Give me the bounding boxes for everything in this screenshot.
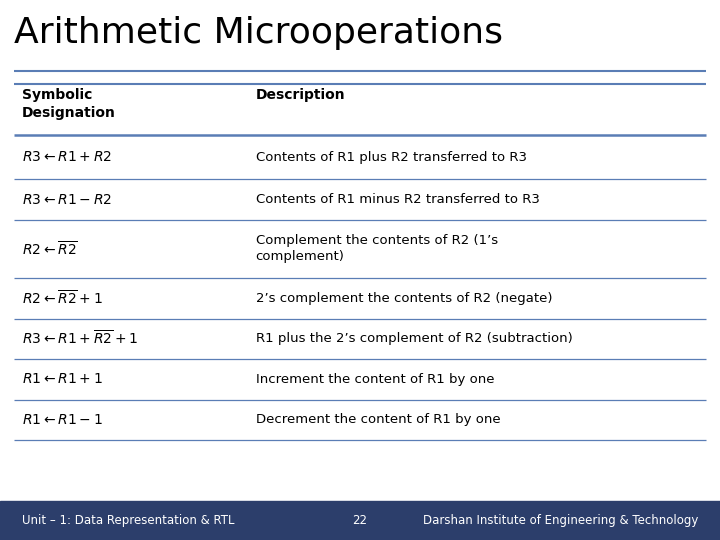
Text: $\mathit{R3 \leftarrow R1 + R2}$: $\mathit{R3 \leftarrow R1 + R2}$ (22, 150, 112, 164)
Text: Complement the contents of R2 (1’s
complement): Complement the contents of R2 (1’s compl… (256, 234, 498, 264)
Text: $\mathit{R2 \leftarrow \overline{R2}}$: $\mathit{R2 \leftarrow \overline{R2}}$ (22, 240, 78, 258)
Text: 22: 22 (353, 514, 367, 527)
Text: Symbolic
Designation: Symbolic Designation (22, 88, 115, 120)
Text: Description: Description (256, 88, 345, 102)
Text: Contents of R1 plus R2 transferred to R3: Contents of R1 plus R2 transferred to R3 (256, 151, 526, 164)
Text: Arithmetic Microoperations: Arithmetic Microoperations (14, 16, 503, 50)
Text: $\mathit{R2 \leftarrow \overline{R2} + 1}$: $\mathit{R2 \leftarrow \overline{R2} + 1… (22, 289, 102, 307)
Text: 2’s complement the contents of R2 (negate): 2’s complement the contents of R2 (negat… (256, 292, 552, 305)
Bar (0, 501, 720, 540)
Text: $\mathit{R1 \leftarrow R1 - 1}$: $\mathit{R1 \leftarrow R1 - 1}$ (22, 413, 102, 427)
Text: $\mathit{R3 \leftarrow R1 + \overline{R2} + 1}$: $\mathit{R3 \leftarrow R1 + \overline{R2… (22, 330, 138, 348)
Text: Unit – 1: Data Representation & RTL: Unit – 1: Data Representation & RTL (22, 514, 234, 527)
Text: $\mathit{R1 \leftarrow R1 + 1}$: $\mathit{R1 \leftarrow R1 + 1}$ (22, 373, 102, 386)
Text: Contents of R1 minus R2 transferred to R3: Contents of R1 minus R2 transferred to R… (256, 193, 539, 206)
Text: Darshan Institute of Engineering & Technology: Darshan Institute of Engineering & Techn… (423, 514, 698, 527)
Text: Decrement the content of R1 by one: Decrement the content of R1 by one (256, 413, 500, 427)
Text: Increment the content of R1 by one: Increment the content of R1 by one (256, 373, 494, 386)
Text: $\mathit{R3 \leftarrow R1 - R2}$: $\mathit{R3 \leftarrow R1 - R2}$ (22, 193, 112, 206)
Text: R1 plus the 2’s complement of R2 (subtraction): R1 plus the 2’s complement of R2 (subtra… (256, 332, 572, 346)
